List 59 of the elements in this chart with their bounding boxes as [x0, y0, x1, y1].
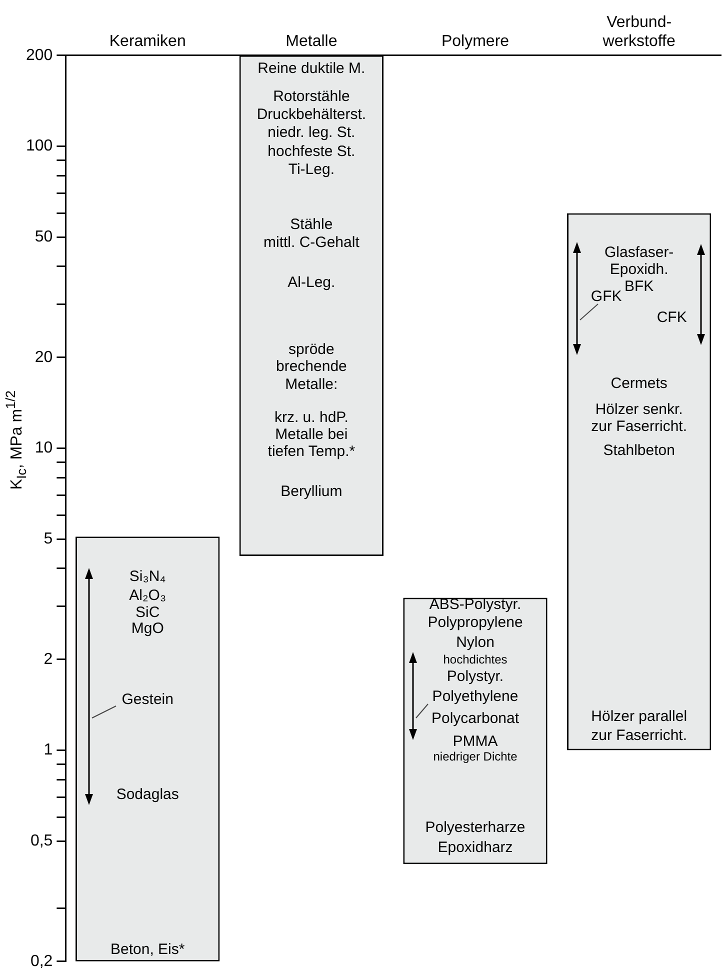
annotation: Druckbehälterst.: [256, 106, 366, 124]
annotation: GFK: [590, 288, 622, 306]
y-tick-label: 0,5: [30, 832, 53, 850]
y-tick-label: 20: [34, 348, 53, 366]
annotation: Nylon: [456, 634, 494, 652]
annotation: ABS-Polystyr.: [429, 596, 522, 614]
annotation: SiC: [136, 604, 160, 622]
annotation: Rotorstähle: [273, 88, 350, 106]
annotation: Gestein: [122, 691, 174, 708]
x-tick-label: Keramiken: [109, 33, 186, 50]
annotation: Epoxidharz: [438, 839, 513, 856]
annotation: Ti-Leg.: [288, 161, 335, 178]
x-tick-label: Metalle: [286, 33, 338, 50]
annotation: niedriger Dichte: [433, 749, 518, 764]
y-tick-label: 10: [34, 440, 53, 457]
annotation: PMMA: [452, 733, 498, 750]
annotation: hochdichtes: [443, 652, 508, 666]
annotation: CFK: [656, 309, 687, 326]
annotation: Glasfaser-: [604, 244, 674, 262]
annotation: Al₂O₃: [129, 587, 166, 604]
annotation: MgO: [131, 620, 164, 638]
annotation: spröde: [288, 341, 334, 358]
annotation: Polycarbonat: [431, 710, 520, 728]
annotation: Reine duktile M.: [258, 60, 366, 78]
annotation: mittl. C-Gehalt: [264, 234, 360, 252]
annotation: tiefen Temp.*: [268, 443, 356, 460]
annotation: Beryllium: [280, 483, 342, 500]
annotation: Al-Leg.: [288, 274, 336, 292]
annotation: Epoxidh.: [610, 261, 668, 278]
annotation: Metalle:: [285, 376, 338, 394]
y-tick-label: 1: [44, 742, 53, 759]
x-tick-label: Verbund- werkstoffe: [602, 14, 676, 50]
annotation: Si₃N₄: [129, 568, 166, 586]
annotation: brechende: [276, 358, 347, 376]
annotation: Polystyr.: [446, 668, 504, 686]
annotation: Beton, Eis*: [110, 941, 185, 958]
y-tick-label: 5: [44, 530, 53, 548]
annotation: Cermets: [610, 375, 668, 392]
annotation: Stähle: [290, 216, 333, 234]
y-tick-label: 100: [26, 138, 53, 155]
annotation: zur Faserricht.: [591, 727, 688, 744]
annotation: BFK: [624, 278, 654, 296]
x-tick-label: Polymere: [441, 33, 510, 50]
annotation: niedr. leg. St.: [268, 124, 356, 142]
annotation: Metalle bei: [275, 426, 348, 444]
annotation: Polyethylene: [432, 688, 518, 706]
annotation: Polyesterharze: [425, 819, 526, 836]
annotation: Polypropylene: [428, 614, 523, 632]
annotation: Hölzer parallel: [591, 708, 688, 726]
annotation: zur Faserricht.: [591, 418, 688, 436]
annotation: Sodaglas: [116, 786, 179, 804]
annotation: Hölzer senkr.: [595, 401, 683, 418]
annotation: Stahlbeton: [603, 442, 675, 460]
y-tick-label: 200: [26, 46, 53, 64]
y-tick-label: 0,2: [30, 952, 53, 970]
y-tick-label: 2: [44, 650, 53, 668]
annotation: krz. u. hdP.: [274, 409, 348, 426]
y-tick-label: 50: [34, 228, 53, 246]
annotation: hochfeste St.: [268, 143, 356, 160]
